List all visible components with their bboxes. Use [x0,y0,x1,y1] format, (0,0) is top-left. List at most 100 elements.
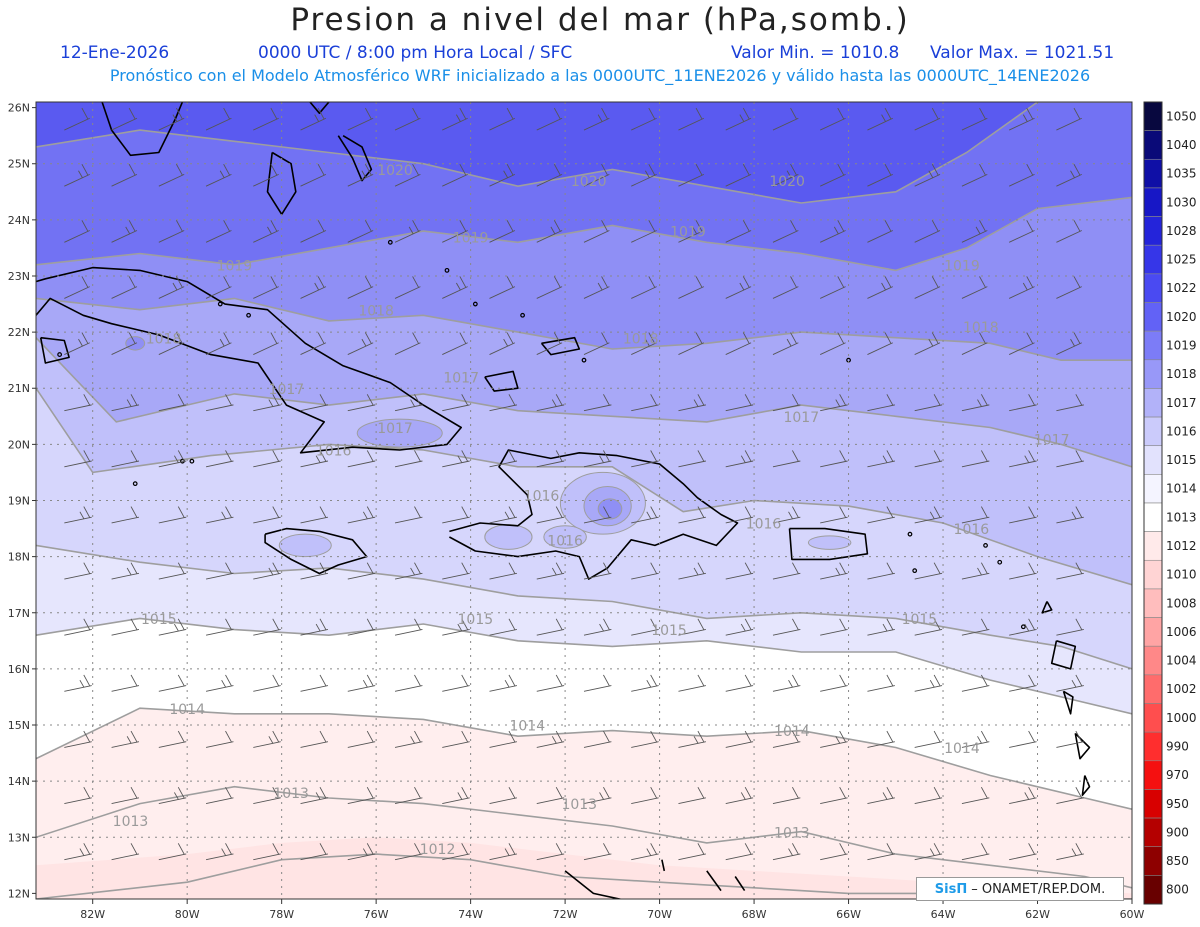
wind-barb [347,674,376,692]
wind-barb [678,786,706,805]
wind-barb [111,220,138,243]
cay-6 [912,568,918,574]
lat-tick-label: 14N [8,775,30,788]
colorbar-swatch [1143,130,1163,160]
wind-barb [678,107,705,131]
wind-barb [489,843,517,861]
wind-barb [536,394,565,412]
wind-barb [158,786,187,805]
cay-1 [444,267,450,273]
wind-barb [111,394,140,412]
wind-barb [394,332,421,355]
cay-7 [983,543,988,548]
wind-barb [678,276,705,299]
cay-0 [387,239,393,245]
contour-label: 1018 [146,331,182,347]
colorbar-label: 1002 [1166,682,1197,696]
wind-barb [1008,163,1035,187]
wind-barb [772,843,801,861]
wind-barb [725,618,754,636]
wind-barb [867,450,895,468]
wind-barb [961,786,990,805]
lat-tick-label: 22N [8,326,30,339]
colorbar-swatch [1143,731,1163,762]
wind-barb [1056,618,1084,636]
wind-barb [725,730,754,748]
wind-barb [442,786,470,805]
wind-barb [1056,163,1082,187]
wind-barb [583,618,612,636]
coastline-20 [661,859,666,872]
wind-barb [253,163,279,187]
wind-barb [772,674,801,692]
wind-barb [489,163,516,187]
wind-barb [253,562,281,580]
wind-barb [347,394,376,412]
contour-label: 1013 [561,797,597,813]
lon-tick-label: 70W [647,908,672,921]
contour-label: 1020 [377,163,413,179]
cay-12 [246,312,251,318]
wind-barb [300,843,329,861]
wind-barb [158,394,187,412]
colorbar-label: 800 [1166,883,1189,897]
wind-barb [631,786,659,805]
cay-9 [1020,624,1026,630]
wind-barb [536,332,563,355]
lat-tick-label: 24N [8,214,30,227]
credit-box: SisΠ – ONAMET/REP.DOM. [916,877,1124,901]
sispi-logo-text: SisΠ [934,881,968,897]
wind-barb [772,394,801,412]
wind-barb [631,332,657,355]
wind-barb [442,506,470,524]
cay-3 [520,312,525,318]
colorbar-label: 1022 [1166,281,1197,295]
wind-barb [961,332,988,355]
wind-barb [253,450,281,468]
lon-tick-label: 64W [931,908,956,921]
wind-barb [631,674,659,692]
wind-barb [205,843,234,861]
contour-label: 1012 [420,842,456,858]
wind-barb [583,730,612,748]
wind-barb [583,450,612,468]
colorbar-swatch [1143,416,1163,447]
coastline-16 [1074,732,1091,760]
wind-barb [111,276,138,299]
wind-barb [111,163,138,187]
contour-label: 1014 [774,724,810,740]
contour-label: 1013 [774,825,810,841]
colorbar-swatch [1143,559,1163,590]
wind-barb [64,163,90,187]
wind-barb [961,394,990,412]
contour-label: 1014 [944,741,980,757]
wind-barb [631,163,657,187]
wind-barb [442,562,470,580]
cay-2 [472,301,478,307]
wind-barb [64,107,90,131]
colorbar-swatch [1143,359,1163,389]
isobar-1019 [36,196,1132,272]
wind-barb [64,674,92,692]
wind-barb [678,843,706,861]
isobar-lines [36,102,1132,899]
wind-barb [867,618,895,636]
colorbar-label: 1008 [1166,596,1197,610]
coastline-9 [540,336,581,356]
wind-barb [111,107,138,131]
wind-barb [253,730,281,748]
wind-barb [442,843,470,861]
wind-barb [631,220,657,243]
pressure-band-1012-low [36,837,1132,899]
wind-barb [725,562,754,580]
wind-barb [867,107,894,131]
wind-barb [961,843,990,861]
wind-barb [867,276,894,299]
wind-barb [631,618,659,636]
wind-barb [394,220,421,243]
wind-barb [536,506,565,524]
wind-barb [158,618,187,636]
wind-barb [347,843,376,861]
lat-tick-label: 25N [8,158,30,171]
cay-4 [581,357,587,363]
